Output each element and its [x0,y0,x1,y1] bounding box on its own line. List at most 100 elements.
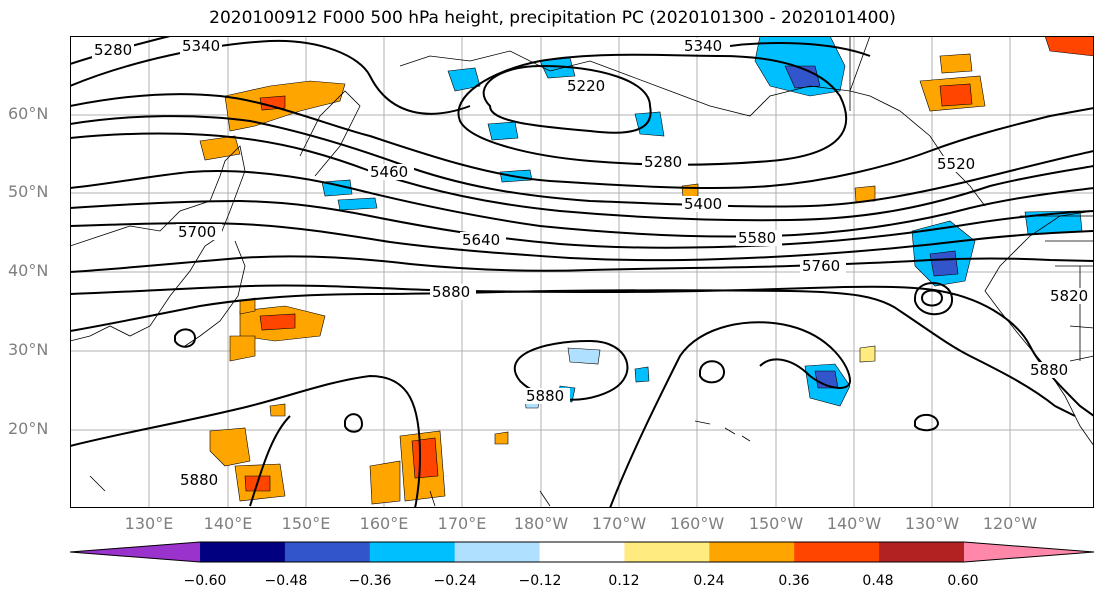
precip-negative-area [487,121,519,141]
coastlines [70,36,1094,507]
contour-label: 5340 [684,37,722,55]
contour-label: 5880 [432,283,470,301]
precip-positive-area [854,185,876,203]
contour-5880-ridge [609,321,852,508]
contour-label: 5460 [370,163,408,181]
contour-labels: 5280 5340 5340 5220 5280 5460 5400 5700 … [92,37,1094,489]
colorbar-segment [284,542,371,562]
contour-label: 5280 [644,153,682,171]
contour-5340 [70,39,471,115]
contour-label: 5220 [567,77,605,95]
precip-negative-area [447,67,481,92]
precip-positive-area [369,460,401,505]
coastline-alaska [399,36,871,117]
coastline-kamchatka [299,90,361,177]
contour-closed-low-east-inner [920,289,944,307]
gridlines [70,36,1094,508]
colorbar [69,541,1095,563]
contour-label: 5520 [937,155,975,173]
contour-label: 5400 [684,195,722,213]
colorbar-extend-max [964,542,1094,562]
colorbar-tick-label: −0.60 [183,573,227,589]
contour-label: 5880 [526,387,564,405]
precip-positive-area [229,335,256,362]
lon-label-150w: 150°W [748,514,804,533]
precip-negative-area [337,197,378,211]
lat-label-30n: 30°N [8,340,49,359]
coastline-asia [70,145,246,342]
contour-label: 5820 [1050,287,1088,305]
lon-label-120w: 120°W [982,514,1038,533]
colorbar-tick-label: 0.36 [778,573,810,589]
lat-label-40n: 40°N [8,261,49,280]
coastline-hawaii [694,420,751,442]
contour-closed-low-west [174,328,197,348]
colorbar-tick-label: −0.12 [518,573,562,589]
precip-strong-positive-area [411,437,439,479]
lon-label-180w: 180°W [513,514,569,533]
contour-label: 5880 [180,471,218,489]
lon-label-170w: 170°W [591,514,647,533]
colorbar-tick-label: 0.60 [947,573,979,589]
colorbar-segment [879,542,965,562]
contour-5580 [70,169,1094,238]
precip-strong-positive-area [1044,36,1094,57]
lon-label-140w: 140°W [826,514,882,533]
coastline-alaska-south [849,90,986,207]
precip-shading [199,36,1094,505]
contour-5700 [70,222,1094,262]
colorbar-tick-label: −0.36 [348,573,392,589]
lat-label-20n: 20°N [8,419,49,438]
precip-strong-positive-area [939,83,973,107]
lon-label-160e: 160°E [359,514,409,533]
coastline-islands [89,475,551,507]
contour-5760 [70,255,1094,273]
lon-label-140e: 140°E [203,514,253,533]
border-mexico [1069,355,1094,362]
contour-5880-low [70,374,422,508]
contour-label: 5880 [1030,361,1068,379]
precip-positive-area [269,403,286,417]
lon-label-150e: 150°E [281,514,331,533]
map-panel: 5280 5340 5340 5220 5280 5460 5400 5700 … [70,36,1094,508]
map-frame [70,36,1094,508]
colorbar-tick-label: −0.48 [264,573,308,589]
colorbar-segment [794,542,880,562]
colorbar-tick-label: −0.24 [433,573,477,589]
precip-positive-area [199,135,241,161]
colorbar-segment [369,542,456,562]
contour-label: 5580 [738,229,776,247]
contour-5460 [70,115,1094,208]
contour-label: 5700 [178,223,216,241]
colorbar-segment [539,542,625,562]
colorbar-segment [454,542,541,562]
colorbar-segments [69,541,1095,563]
precip-positive-area [494,431,509,445]
colorbar-segment [709,542,795,562]
lat-label-60n: 60°N [8,104,49,123]
contour-closed-high-central [699,360,726,384]
precip-negative-area [634,111,665,137]
contour-label: 5640 [462,231,500,249]
contour-closed-high-east [914,413,940,432]
precip-positive-area [939,53,973,74]
contour-label: 5760 [802,257,840,275]
coastline-japan [184,240,246,347]
precip-negative-area [634,366,650,383]
precip-strong-positive-area [259,95,286,111]
contour-5280 [457,53,847,166]
contour-5880-sw [249,415,291,507]
colorbar-tick-label: 0.12 [608,573,640,589]
contour-5340 [729,42,871,57]
map-title: 2020100912 F000 500 hPa height, precipit… [209,8,896,28]
lon-label-130e: 130°E [124,514,174,533]
contour-closed-high-south [344,413,364,433]
contour-5520 [70,132,1094,222]
colorbar-tick-label: 0.24 [693,573,725,589]
coastline-north-america [984,210,1094,447]
contour-label: 5340 [182,37,220,55]
contour-5400-north [70,93,1094,190]
lon-label-130w: 130°W [904,514,960,533]
contour-closed-low-east [914,282,954,316]
precip-strong-negative-area [929,250,959,277]
